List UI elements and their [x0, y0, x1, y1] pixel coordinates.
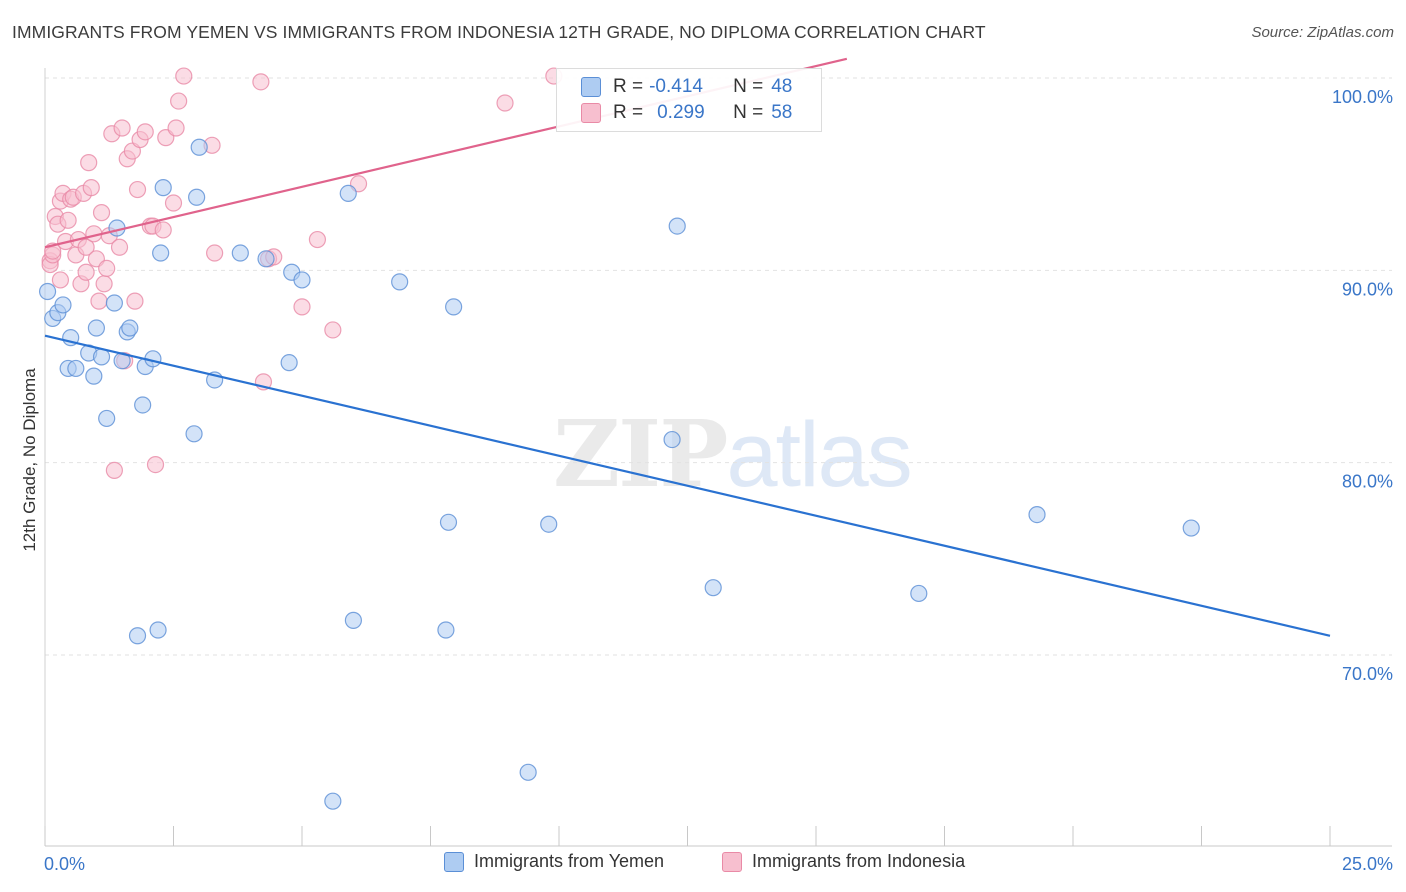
- point-indonesia: [252, 73, 270, 91]
- stats-n-label-yemen: N =: [733, 76, 764, 97]
- point-yemen: [152, 244, 170, 262]
- stats-row-yemen: R = -0.414 N = 48: [581, 74, 792, 100]
- point-indonesia: [113, 119, 131, 137]
- trend-line-yemen: [44, 334, 1331, 637]
- point-yemen: [668, 217, 686, 235]
- stats-row-indonesia: R = 0.299 N = 58: [581, 100, 792, 126]
- watermark-atlas: atlas: [726, 404, 912, 506]
- point-yemen: [437, 621, 455, 639]
- y-axis-label: 12th Grade, No Diploma: [20, 368, 39, 552]
- point-yemen: [128, 627, 147, 645]
- legend-item-indonesia[interactable]: Immigrants from Indonesia: [722, 851, 965, 872]
- point-yemen: [910, 584, 928, 603]
- point-yemen: [98, 409, 116, 428]
- point-indonesia: [92, 204, 111, 222]
- stats-r-label-indonesia: R =: [613, 102, 644, 123]
- stats-r-value-indonesia: 0.299: [657, 102, 705, 123]
- legend-swatch-yemen: [444, 851, 464, 872]
- point-indonesia: [90, 292, 108, 310]
- point-indonesia: [308, 230, 327, 249]
- point-yemen: [519, 763, 537, 781]
- point-yemen: [663, 430, 681, 449]
- point-yemen: [121, 319, 139, 337]
- stats-legend-box: R = -0.414 N = 48 R = 0.299 N = 58: [556, 68, 822, 132]
- point-yemen: [54, 296, 72, 314]
- point-yemen: [154, 179, 172, 197]
- point-yemen: [67, 359, 85, 378]
- point-indonesia: [51, 271, 70, 289]
- point-indonesia: [82, 179, 100, 197]
- y-tick-label: 80.0%: [1342, 472, 1393, 492]
- point-yemen: [1028, 505, 1046, 524]
- point-yemen: [1182, 519, 1200, 537]
- point-yemen: [257, 250, 275, 268]
- point-yemen: [439, 513, 458, 531]
- point-indonesia: [110, 238, 129, 256]
- point-indonesia: [496, 94, 514, 112]
- point-indonesia: [146, 455, 165, 474]
- point-yemen: [280, 354, 298, 372]
- source-label: Source: ZipAtlas.com: [1251, 24, 1394, 41]
- point-indonesia: [59, 211, 77, 229]
- stats-n-value-indonesia: 58: [771, 102, 793, 123]
- legend-label-indonesia: Immigrants from Indonesia: [752, 851, 966, 871]
- y-tick-label: 70.0%: [1342, 664, 1393, 684]
- chart-title: IMMIGRANTS FROM YEMEN VS IMMIGRANTS FROM…: [12, 22, 986, 42]
- point-yemen: [540, 515, 558, 533]
- x-tick-label: 0.0%: [44, 854, 85, 874]
- point-indonesia: [77, 238, 95, 256]
- point-indonesia: [154, 221, 172, 239]
- point-yemen: [339, 184, 357, 202]
- stats-n-label-indonesia: N =: [733, 102, 764, 123]
- point-indonesia: [175, 67, 193, 85]
- point-yemen: [190, 138, 208, 156]
- watermark: ZIPatlas: [553, 400, 913, 508]
- y-tick-label: 90.0%: [1342, 279, 1393, 299]
- legend-item-yemen[interactable]: Immigrants from Yemen: [444, 851, 664, 872]
- point-yemen: [87, 319, 106, 337]
- point-yemen: [704, 579, 722, 597]
- point-indonesia: [324, 321, 342, 339]
- point-yemen: [134, 396, 152, 414]
- stats-n-value-yemen: 48: [771, 76, 793, 97]
- point-yemen: [445, 298, 463, 316]
- point-indonesia: [77, 263, 95, 281]
- point-indonesia: [105, 461, 123, 479]
- point-indonesia: [128, 180, 147, 199]
- legend-swatch-indonesia: [722, 851, 742, 872]
- x-tick-label: 25.0%: [1342, 854, 1393, 874]
- point-indonesia: [136, 123, 154, 141]
- stats-swatch-yemen: [581, 77, 601, 97]
- point-indonesia: [170, 92, 188, 110]
- legend-label-yemen: Immigrants from Yemen: [474, 851, 665, 871]
- point-indonesia: [80, 154, 98, 172]
- bottom-legend: Immigrants from Yemen Immigrants from In…: [0, 851, 1406, 879]
- point-yemen: [85, 367, 103, 385]
- stats-r-value-yemen: -0.414: [649, 76, 703, 97]
- watermark-zip: ZIP: [553, 400, 728, 508]
- point-yemen: [149, 621, 167, 639]
- point-yemen: [185, 425, 203, 443]
- stats-swatch-indonesia: [581, 103, 601, 123]
- point-yemen: [38, 282, 57, 301]
- point-yemen: [391, 273, 409, 291]
- point-yemen: [293, 271, 311, 289]
- y-tick-label: 100.0%: [1332, 87, 1393, 107]
- point-indonesia: [293, 298, 311, 316]
- point-indonesia: [206, 244, 224, 262]
- point-indonesia: [98, 259, 116, 278]
- stats-r-label-yemen: R =: [613, 76, 644, 97]
- point-yemen: [105, 294, 123, 312]
- point-yemen: [344, 611, 362, 629]
- point-yemen: [188, 188, 206, 206]
- point-indonesia: [164, 194, 183, 212]
- point-indonesia: [126, 292, 144, 310]
- point-indonesia: [167, 119, 185, 137]
- point-indonesia: [95, 275, 113, 293]
- point-yemen: [324, 792, 342, 810]
- point-yemen: [231, 244, 249, 262]
